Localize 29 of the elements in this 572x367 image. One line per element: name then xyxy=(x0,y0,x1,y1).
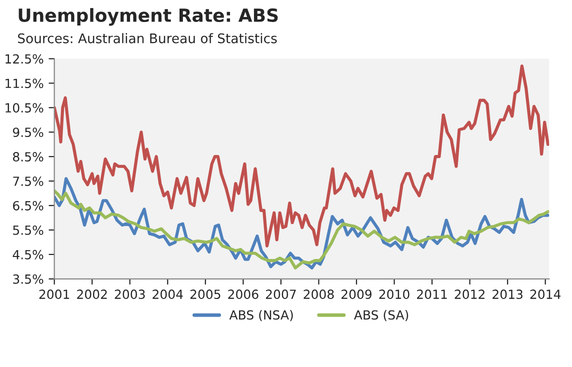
legend-label: ABS (SA) xyxy=(354,310,408,322)
y-tick-label: 5.5% xyxy=(13,225,44,235)
x-tick-label: 2013 xyxy=(492,290,522,300)
x-tick-label: 2005 xyxy=(190,290,220,300)
x-tick-label: 2009 xyxy=(342,290,372,300)
x-tick-label: 2007 xyxy=(266,290,296,300)
y-tick-label: 7.5% xyxy=(13,176,44,186)
x-tick-label: 2014 xyxy=(530,290,561,300)
x-tick-label: 2006 xyxy=(228,290,258,300)
x-tick-label: 2002 xyxy=(77,290,107,300)
y-tick-label: 9.5% xyxy=(12,128,44,138)
y-tick-label: 6.5% xyxy=(13,200,44,210)
y-tick-label: 4.5% xyxy=(12,250,44,260)
x-tick-label: 2003 xyxy=(114,290,145,300)
y-tick-label: 8.5% xyxy=(13,152,44,162)
x-tick-label: 2010 xyxy=(379,290,410,300)
chart-title: Unemployment Rate: ABS xyxy=(18,8,278,26)
y-tick-label: 10.5% xyxy=(6,103,44,113)
y-tick-label: 3.5% xyxy=(13,274,44,284)
chart-subtitle: Sources: Australian Bureau of Statistics xyxy=(18,33,277,44)
y-tick-label: 12.5% xyxy=(6,54,44,64)
x-tick-label: 2004 xyxy=(152,290,183,300)
x-tick-label: 2012 xyxy=(454,290,484,300)
x-tick-label: 2011 xyxy=(417,290,447,300)
x-tick-label: 2001 xyxy=(39,290,70,300)
x-tick-label: 2008 xyxy=(304,290,334,300)
line-series xyxy=(54,64,550,248)
legend-label: ABS (NSA) xyxy=(229,310,293,322)
y-tick-label: 11.5% xyxy=(6,78,44,88)
